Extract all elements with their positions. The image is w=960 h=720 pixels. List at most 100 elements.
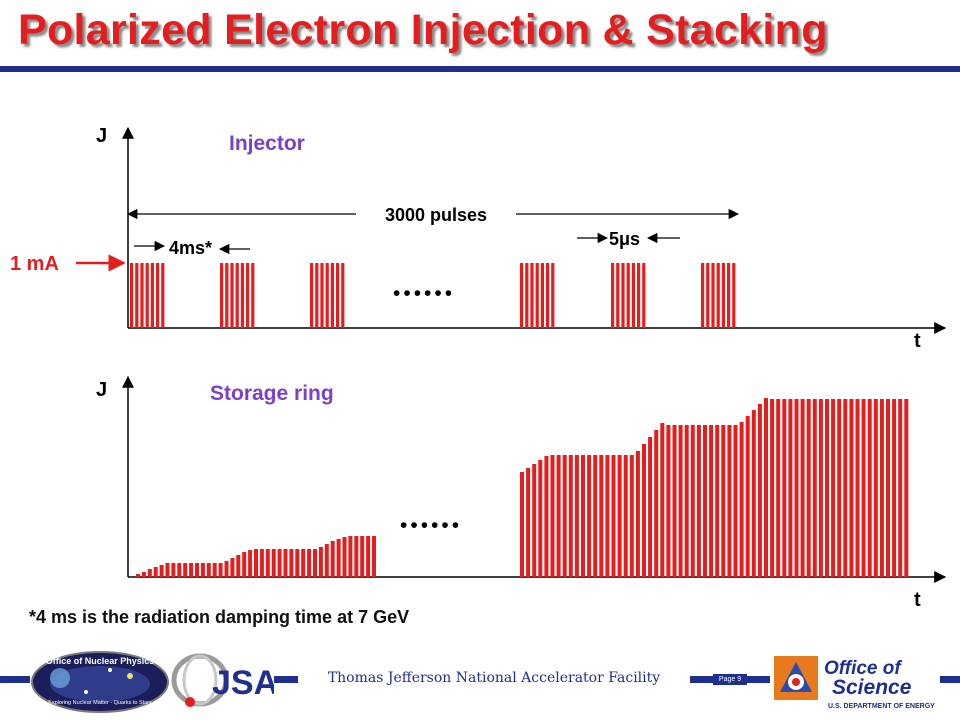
storage-current-bar bbox=[593, 455, 598, 577]
injector-ellipsis: •••••• bbox=[393, 282, 455, 305]
storage-current-bar bbox=[254, 549, 258, 577]
storage-current-bar bbox=[259, 549, 264, 577]
storage-current-bar bbox=[526, 468, 531, 577]
injector-pulse bbox=[525, 263, 529, 328]
storage-current-bar bbox=[224, 561, 229, 577]
injector-pulse bbox=[716, 263, 720, 328]
storage-current-bar bbox=[171, 563, 176, 577]
storage-current-bar bbox=[886, 399, 890, 577]
storage-current-bar bbox=[788, 399, 793, 577]
storage-current-bar bbox=[313, 549, 317, 577]
injector-pulse bbox=[225, 263, 229, 328]
storage-current-bar bbox=[574, 455, 579, 577]
injector-pulse bbox=[130, 263, 134, 328]
storage-current-bar bbox=[849, 399, 854, 577]
storage-current-bar bbox=[599, 455, 604, 577]
storage-current-bar bbox=[147, 569, 152, 577]
storage-current-bar bbox=[354, 536, 359, 577]
storage-current-bar bbox=[568, 455, 573, 577]
storage-current-bar bbox=[289, 549, 294, 577]
injector-pulse bbox=[520, 263, 524, 328]
storage-current-bar bbox=[776, 399, 781, 577]
storage-current-bar bbox=[721, 425, 726, 577]
injector-pulse bbox=[611, 263, 615, 328]
storage-current-bar bbox=[283, 549, 288, 577]
footer-institution-text: Thomas Jefferson National Accelerator Fa… bbox=[327, 670, 661, 686]
storage-current-bar bbox=[136, 574, 140, 577]
injector-pulse bbox=[320, 263, 324, 328]
storage-current-bar bbox=[703, 425, 707, 577]
storage-current-bar bbox=[654, 430, 659, 577]
storage-current-bar bbox=[242, 552, 247, 577]
storage-current-bar bbox=[318, 547, 323, 577]
injector-pulse bbox=[315, 263, 319, 328]
storage-current-bar bbox=[831, 399, 836, 577]
storage-current-bar bbox=[372, 536, 376, 577]
storage-current-bar bbox=[751, 410, 756, 577]
injector-y-axis-label: J bbox=[96, 125, 107, 147]
injector-pulse bbox=[706, 263, 710, 328]
office-of-science-line2: Science bbox=[832, 676, 912, 699]
storage-current-bar bbox=[745, 416, 750, 577]
storage-current-bar bbox=[562, 455, 567, 577]
storage-current-bar bbox=[873, 399, 878, 577]
storage-current-bar bbox=[159, 565, 164, 577]
storage-current-bar bbox=[764, 398, 768, 577]
injector-pulse bbox=[535, 263, 539, 328]
nuclear-physics-title: Office of Nuclear Physics bbox=[46, 656, 155, 666]
storage-current-bar bbox=[898, 399, 903, 577]
injector-pulse bbox=[540, 263, 544, 328]
storage-current-bar bbox=[212, 563, 217, 577]
storage-current-bar bbox=[265, 549, 270, 577]
storage-current-bar bbox=[336, 539, 341, 577]
storage-current-bar bbox=[366, 536, 371, 577]
injector-pulse bbox=[325, 263, 329, 328]
injector-pulse bbox=[621, 263, 625, 328]
injector-pulse bbox=[235, 263, 239, 328]
storage-current-bar bbox=[360, 536, 365, 577]
storage-current-bar bbox=[672, 425, 677, 577]
title-rule bbox=[0, 66, 960, 72]
storage-current-bar bbox=[177, 563, 182, 577]
storage-current-bar bbox=[200, 563, 205, 577]
storage-current-bar bbox=[165, 563, 170, 577]
injector-pulse bbox=[341, 263, 345, 328]
storage-current-bar bbox=[642, 444, 646, 577]
injector-pulse bbox=[310, 263, 314, 328]
office-of-science-line3: U.S. DEPARTMENT OF ENERGY bbox=[828, 703, 935, 710]
storage-current-bar bbox=[307, 549, 312, 577]
slide-title: Polarized Electron Injection & Stacking bbox=[18, 6, 828, 54]
storage-current-bar bbox=[861, 399, 866, 577]
storage-current-bar bbox=[189, 563, 194, 577]
storage-current-bar bbox=[825, 399, 829, 577]
storage-current-bar bbox=[690, 425, 695, 577]
storage-current-bar bbox=[660, 423, 665, 577]
storage-current-bar bbox=[617, 455, 622, 577]
storage-ellipsis: •••••• bbox=[400, 514, 462, 537]
storage-current-bar bbox=[727, 425, 732, 577]
storage-current-bar bbox=[295, 549, 300, 577]
storage-current-bar bbox=[230, 558, 235, 577]
storage-current-bar bbox=[236, 555, 241, 577]
storage-current-bar bbox=[556, 455, 561, 577]
storage-x-axis-label: t bbox=[914, 589, 921, 611]
injector-pulse bbox=[727, 263, 731, 328]
injector-pulse bbox=[701, 263, 705, 328]
storage-current-bar bbox=[544, 456, 549, 577]
nuclear-physics-tagline: Exploring Nuclear Matter - Quarks to Sta… bbox=[48, 700, 152, 706]
storage-current-bar bbox=[800, 399, 805, 577]
injector-pulse bbox=[240, 263, 244, 328]
storage-current-bar bbox=[867, 399, 872, 577]
footer-text-background bbox=[298, 668, 690, 690]
storage-current-bar bbox=[195, 563, 199, 577]
injector-pulse bbox=[230, 263, 234, 328]
storage-current-bar bbox=[532, 464, 537, 577]
injector-pulse bbox=[721, 263, 725, 328]
injector-pulse bbox=[616, 263, 620, 328]
storage-current-bar bbox=[855, 399, 860, 577]
storage-panel: J t Storage ring •••••• bbox=[96, 375, 947, 611]
storage-current-bar bbox=[629, 455, 634, 577]
injector-pulse bbox=[631, 263, 635, 328]
stacking-diagram: J t Injector 3000 pulses 4ms* 5μs 1 mA •… bbox=[10, 125, 947, 611]
injector-pulse bbox=[251, 263, 255, 328]
